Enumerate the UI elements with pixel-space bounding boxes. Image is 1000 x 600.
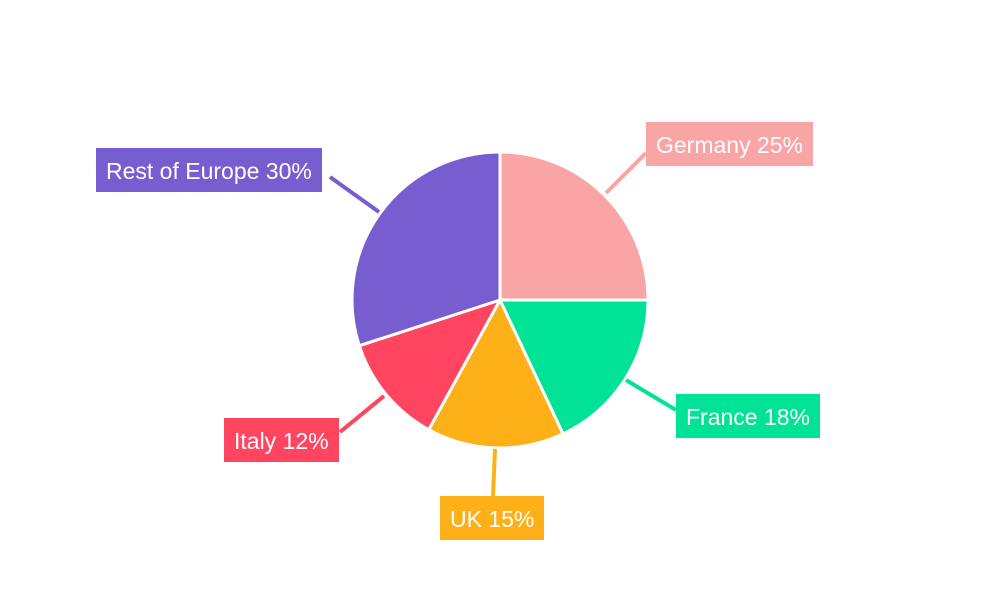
data-label: Germany 25% bbox=[646, 122, 814, 166]
data-label: Rest of Europe 30% bbox=[96, 148, 322, 192]
data-label: UK 15% bbox=[440, 496, 545, 540]
pie-slice-italy[interactable] bbox=[357, 297, 504, 432]
pie-slice-uk[interactable] bbox=[426, 296, 566, 450]
pie-slice-france[interactable] bbox=[497, 298, 650, 436]
data-label: Italy 12% bbox=[224, 418, 339, 462]
leader-line bbox=[338, 394, 386, 434]
pie-slice-rest-of-europe[interactable] bbox=[350, 150, 502, 348]
leader-line bbox=[328, 175, 381, 214]
leader-line bbox=[624, 378, 678, 412]
data-label: France 18% bbox=[676, 394, 821, 438]
leader-line bbox=[604, 151, 648, 195]
leader-line bbox=[491, 448, 497, 497]
pie-slice-germany[interactable] bbox=[498, 150, 650, 302]
